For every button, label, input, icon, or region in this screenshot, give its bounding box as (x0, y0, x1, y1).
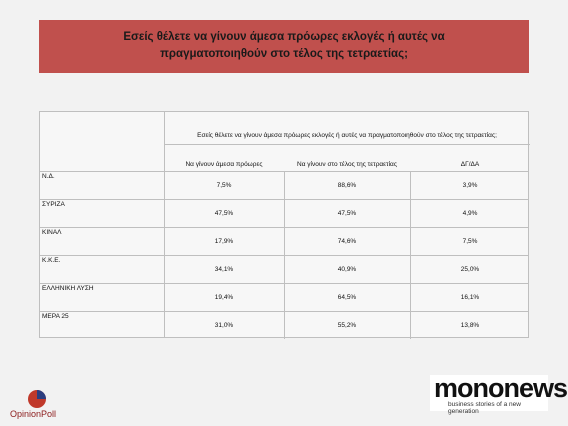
row-label: ΚΙΝΑΛ (42, 229, 62, 236)
value-cell: 88,6% (337, 182, 357, 189)
row-line (40, 283, 528, 284)
header-line (164, 144, 530, 145)
row-label: ΜΕΡΑ 25 (42, 313, 69, 320)
row-label: ΣΥΡΙΖΑ (42, 201, 65, 208)
value-cell: 34,1% (214, 266, 234, 273)
value-cell: 3,9% (462, 182, 478, 189)
results-table: Εσείς θέλετε να γίνουν άμεσα πρόωρες εκλ… (39, 111, 530, 339)
row-line (40, 311, 528, 312)
column-header: ΔΓ/ΔΑ (460, 161, 480, 168)
value-cell: 17,9% (214, 238, 234, 245)
column-divider (164, 112, 165, 337)
row-line (40, 171, 528, 172)
mononews-logo: mononews business stories of a new gener… (430, 373, 568, 415)
opinionpoll-icon (28, 390, 46, 408)
row-label: Κ.Κ.Ε. (42, 257, 61, 264)
row-line (40, 199, 528, 200)
title: Εσείς θέλετε να γίνουν άμεσα πρόωρες εκλ… (123, 31, 445, 60)
value-cell: 4,9% (462, 210, 478, 217)
value-cell: 31,0% (214, 322, 234, 329)
mononews-name: mononews (434, 373, 568, 403)
value-cell: 7,5% (216, 182, 232, 189)
value-cell: 40,9% (337, 266, 357, 273)
mononews-tagline: business stories of a new generation (448, 401, 521, 415)
value-cell: 7,5% (462, 238, 478, 245)
opinionpoll-logo: OpinionPoll (10, 409, 57, 419)
value-cell: 64,5% (337, 294, 357, 301)
value-cell: 74,6% (337, 238, 357, 245)
value-cell: 47,5% (214, 210, 234, 217)
value-cell: 13,8% (460, 322, 480, 329)
value-cell: 25,0% (460, 266, 480, 273)
table-question: Εσείς θέλετε να γίνουν άμεσα πρόωρες εκλ… (197, 132, 497, 139)
title-banner: Εσείς θέλετε να γίνουν άμεσα πρόωρες εκλ… (39, 20, 529, 73)
row-label: ΕΛΛΗΝΙΚΗ ΛΥΣΗ (42, 285, 94, 292)
row-line (40, 227, 528, 228)
row-line (40, 255, 528, 256)
column-header: Να γίνουν άμεσα πρόωρες (185, 161, 263, 168)
row-label: Ν.Δ. (42, 173, 55, 180)
column-header: Να γίνουν στο τέλος της τετραετίας (297, 161, 397, 168)
value-cell: 19,4% (214, 294, 234, 301)
value-cell: 47,5% (337, 210, 357, 217)
value-cell: 16,1% (460, 294, 480, 301)
value-cell: 55,2% (337, 322, 357, 329)
